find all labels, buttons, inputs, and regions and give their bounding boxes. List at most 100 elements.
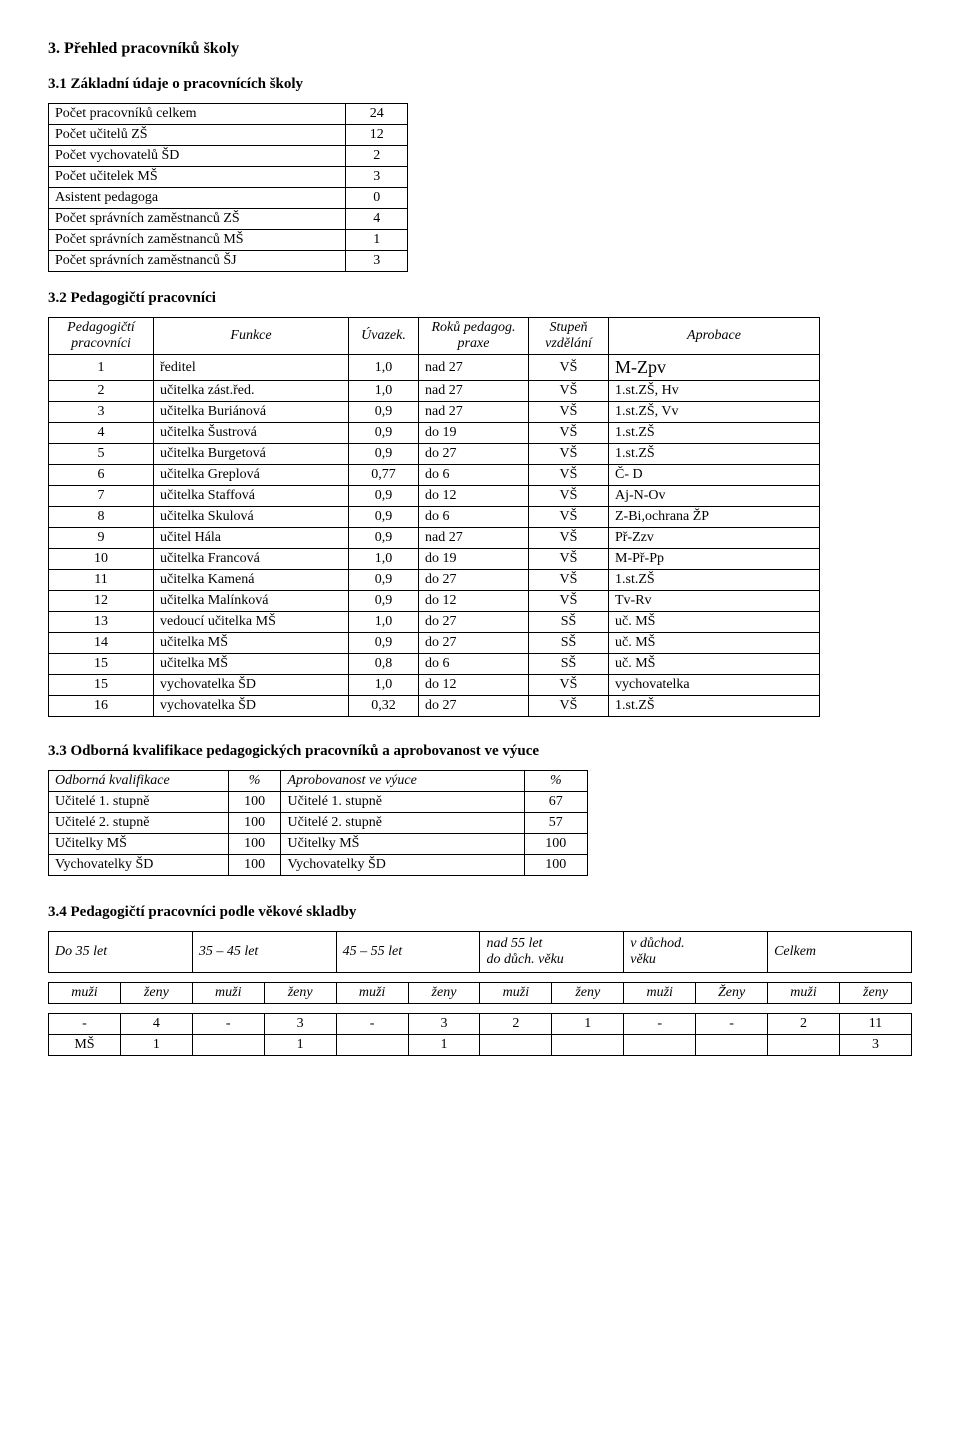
stats-row: Počet učitelek MŠ3 [49, 167, 408, 188]
qual-b: Učitelé 2. stupně [281, 813, 524, 834]
stats-value: 4 [346, 209, 408, 230]
age-cell: - [696, 1014, 768, 1035]
staff-aprobace: Tv-Rv [609, 591, 820, 612]
age-cell [696, 1035, 768, 1056]
age-cell: 1 [264, 1035, 336, 1056]
staff-uvazek: 0,9 [349, 507, 419, 528]
staff-stupen: VŠ [529, 465, 609, 486]
staff-th-3: Úvazek. [349, 318, 419, 355]
staff-uvazek: 0,9 [349, 486, 419, 507]
staff-stupen: VŠ [529, 423, 609, 444]
staff-aprobace: 1.st.ZŠ [609, 444, 820, 465]
stats-label: Počet vychovatelů ŠD [49, 146, 346, 167]
staff-aprobace: 1.st.ZŠ [609, 423, 820, 444]
staff-roky: do 27 [419, 633, 529, 654]
staff-row: 15učitelka MŠ0,8do 6SŠuč. MŠ [49, 654, 820, 675]
subsection-3-3-title: 3.3 Odborná kvalifikace pedagogických pr… [48, 743, 912, 760]
qual-b: Vychovatelky ŠD [281, 855, 524, 876]
staff-stupen: VŠ [529, 549, 609, 570]
staff-row: 10učitelka Francová1,0do 19VŠM-Př-Pp [49, 549, 820, 570]
stats-value: 3 [346, 251, 408, 272]
staff-aprobace: uč. MŠ [609, 633, 820, 654]
staff-funkce: učitelka Burgetová [154, 444, 349, 465]
age-band-5b: věku [630, 952, 656, 967]
staff-roky: do 6 [419, 465, 529, 486]
staff-row: 9učitel Hála0,9nad 27VŠPř-Zzv [49, 528, 820, 549]
age-band-5a: v důchod. [630, 936, 684, 951]
staff-uvazek: 0,32 [349, 696, 419, 717]
stats-value: 2 [346, 146, 408, 167]
stats-value: 3 [346, 167, 408, 188]
age-band-3: 45 – 55 let [336, 932, 480, 973]
staff-row: 15vychovatelka ŠD1,0do 12VŠvychovatelka [49, 675, 820, 696]
qual-ap: 100 [228, 813, 281, 834]
age-band-1: Do 35 let [49, 932, 193, 973]
qual-a: Učitelé 2. stupně [49, 813, 229, 834]
stats-value: 1 [346, 230, 408, 251]
staff-th-5: Stupeň vzdělání [529, 318, 609, 355]
staff-stupen: VŠ [529, 402, 609, 423]
staff-funkce: ředitel [154, 355, 349, 381]
staff-row: 1ředitel1,0nad 27VŠM-Zpv [49, 355, 820, 381]
staff-funkce: učitelka Buriánová [154, 402, 349, 423]
qualification-table: Odborná kvalifikace % Aprobovanost ve vý… [48, 770, 588, 876]
stats-label: Počet pracovníků celkem [49, 104, 346, 125]
section-title: 3. Přehled pracovníků školy [48, 40, 912, 58]
qual-bp: 100 [524, 834, 587, 855]
staff-funkce: vedoucí učitelka MŠ [154, 612, 349, 633]
age-cell [768, 1035, 840, 1056]
qual-ap: 100 [228, 834, 281, 855]
staff-funkce: vychovatelka ŠD [154, 696, 349, 717]
stats-row: Počet pracovníků celkem24 [49, 104, 408, 125]
staff-funkce: učitelka Kamená [154, 570, 349, 591]
staff-n: 1 [49, 355, 154, 381]
staff-roky: nad 27 [419, 402, 529, 423]
staff-aprobace: vychovatelka [609, 675, 820, 696]
age-cell: - [192, 1014, 264, 1035]
staff-stupen: SŠ [529, 654, 609, 675]
staff-aprobace: Č- D [609, 465, 820, 486]
staff-aprobace: M-Zpv [609, 355, 820, 381]
staff-roky: do 27 [419, 696, 529, 717]
staff-row: 5učitelka Burgetová0,9do 27VŠ1.st.ZŠ [49, 444, 820, 465]
staff-uvazek: 0,9 [349, 402, 419, 423]
age-cell [624, 1035, 696, 1056]
staff-row: 7učitelka Staffová0,9do 12VŠAj-N-Ov [49, 486, 820, 507]
staff-funkce: učitelka Šustrová [154, 423, 349, 444]
qual-a: Učitelky MŠ [49, 834, 229, 855]
staff-row: 2učitelka zást.řed.1,0nad 27VŠ1.st.ZŠ, H… [49, 381, 820, 402]
staff-n: 15 [49, 675, 154, 696]
age-table: Do 35 let 35 – 45 let 45 – 55 let nad 55… [48, 931, 912, 1056]
age-g-m4: muži [480, 983, 552, 1004]
stats-label: Počet učitelů ZŠ [49, 125, 346, 146]
staff-row: 6učitelka Greplová0,77do 6VŠČ- D [49, 465, 820, 486]
staff-n: 2 [49, 381, 154, 402]
staff-n: 10 [49, 549, 154, 570]
age-cell: - [624, 1014, 696, 1035]
staff-aprobace: 1.st.ZŠ [609, 570, 820, 591]
qual-a: Vychovatelky ŠD [49, 855, 229, 876]
age-g-m1: muži [49, 983, 121, 1004]
staff-n: 15 [49, 654, 154, 675]
basic-stats-table: Počet pracovníků celkem24Počet učitelů Z… [48, 103, 408, 272]
stats-value: 24 [346, 104, 408, 125]
age-cell: 4 [120, 1014, 192, 1035]
qual-row: Učitelky MŠ100Učitelky MŠ100 [49, 834, 588, 855]
age-g-z1: ženy [120, 983, 192, 1004]
staff-roky: do 6 [419, 654, 529, 675]
staff-uvazek: 0,9 [349, 591, 419, 612]
staff-aprobace: uč. MŠ [609, 654, 820, 675]
subsection-3-4-title: 3.4 Pedagogičtí pracovníci podle věkové … [48, 904, 912, 921]
staff-aprobace: Př-Zzv [609, 528, 820, 549]
age-cell [192, 1035, 264, 1056]
staff-n: 7 [49, 486, 154, 507]
staff-n: 6 [49, 465, 154, 486]
staff-n: 13 [49, 612, 154, 633]
staff-stupen: VŠ [529, 591, 609, 612]
staff-stupen: VŠ [529, 381, 609, 402]
staff-funkce: učitelka zást.řed. [154, 381, 349, 402]
age-cell: 2 [768, 1014, 840, 1035]
staff-funkce: vychovatelka ŠD [154, 675, 349, 696]
stats-row: Asistent pedagoga0 [49, 188, 408, 209]
staff-stupen: VŠ [529, 528, 609, 549]
